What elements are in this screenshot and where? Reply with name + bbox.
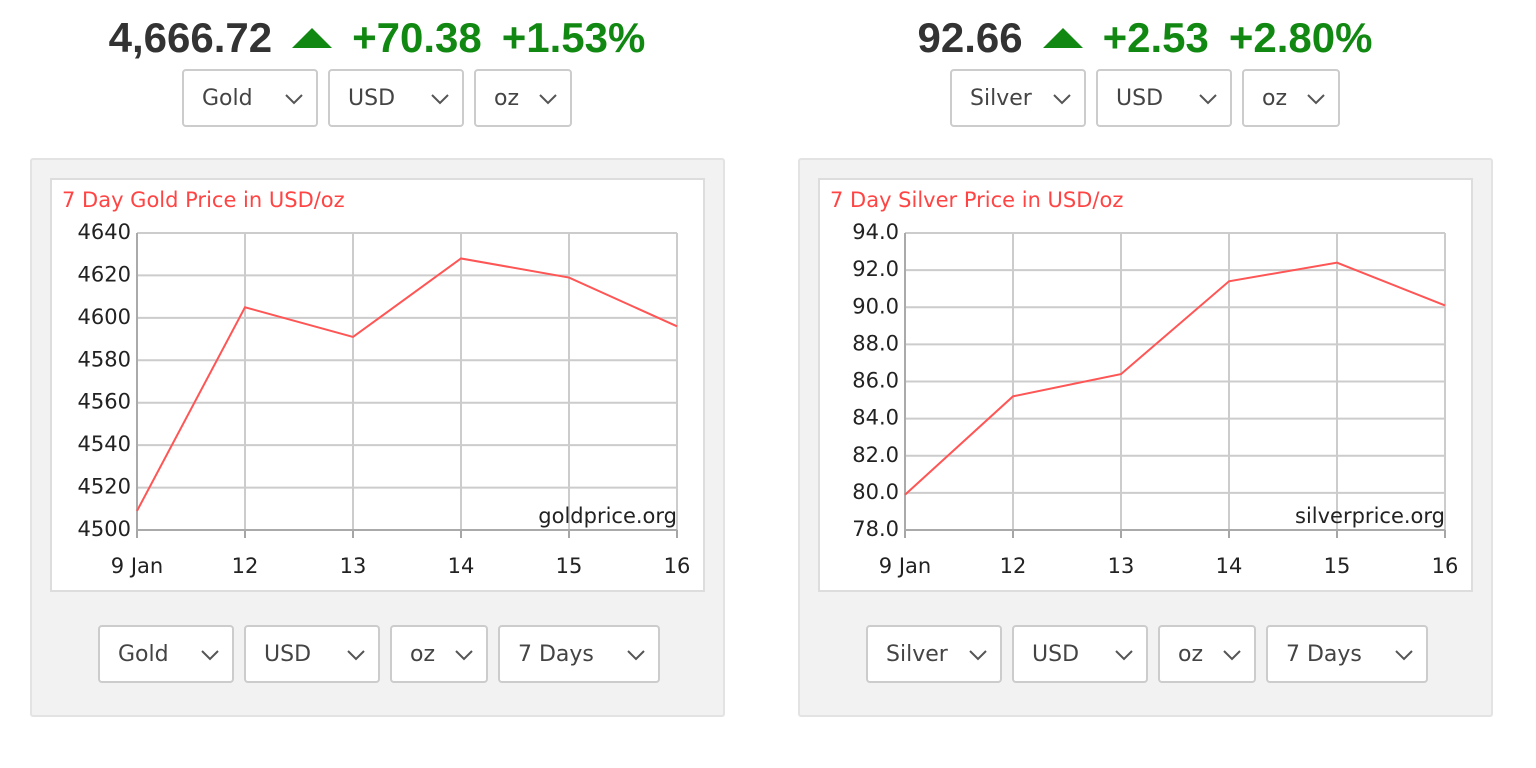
- dropdown[interactable]: Gold: [182, 69, 318, 127]
- up-arrow: [1042, 28, 1083, 48]
- dropdown[interactable]: Silver: [950, 69, 1086, 127]
- chart-title: 7 Day Silver Price in USD/oz: [830, 188, 1123, 212]
- dropdown-label: 7 Days: [1286, 641, 1362, 667]
- y-tick-label: 90.0: [852, 294, 899, 318]
- y-tick-label: 4520: [78, 475, 131, 499]
- x-tick-label: 15: [1324, 554, 1351, 578]
- y-tick-label: 4640: [78, 220, 131, 244]
- x-tick-label: 12: [1000, 554, 1027, 578]
- dropdown-label: USD: [1032, 641, 1080, 667]
- y-tick-label: 84.0: [852, 406, 899, 430]
- x-tick-label: 16: [1432, 554, 1459, 578]
- dropdown[interactable]: oz: [1242, 69, 1340, 127]
- percent: +2.80%: [1228, 14, 1373, 61]
- chevron: [455, 650, 473, 661]
- chevron: [1199, 94, 1217, 105]
- y-tick-label: 78.0: [852, 517, 899, 541]
- x-tick-label: 13: [340, 554, 367, 578]
- x-tick-label: 13: [1108, 554, 1135, 578]
- dropdown-label: Gold: [202, 85, 253, 111]
- chart-box: [818, 178, 1473, 592]
- x-tick-label: 16: [664, 554, 691, 578]
- y-tick-label: 4540: [78, 432, 131, 456]
- y-tick-label: 4620: [78, 262, 131, 286]
- watermark: silverprice.org: [1295, 504, 1445, 528]
- chevron: [539, 94, 557, 105]
- dropdown[interactable]: USD: [1096, 69, 1232, 127]
- x-tick-label: 9 Jan: [111, 554, 163, 578]
- chevron: [1395, 650, 1413, 661]
- chevron: [1223, 650, 1241, 661]
- dropdown[interactable]: oz: [474, 69, 572, 127]
- dropdown[interactable]: USD: [1012, 625, 1148, 683]
- y-tick-label: 92.0: [852, 257, 899, 281]
- dropdown-label: USD: [264, 641, 312, 667]
- dropdown[interactable]: oz: [390, 625, 488, 683]
- ticker: 92.66 +2.53 +2.80%: [795, 8, 1495, 68]
- dropdown[interactable]: USD: [328, 69, 464, 127]
- dropdown[interactable]: 7 Days: [1266, 625, 1428, 683]
- y-tick-label: 86.0: [852, 369, 899, 393]
- dropdown[interactable]: Silver: [866, 625, 1002, 683]
- watermark: goldprice.org: [538, 504, 677, 528]
- dropdown[interactable]: Gold: [98, 625, 234, 683]
- ticker: 4,666.72 +70.38 +1.53%: [27, 8, 727, 68]
- chevron: [969, 650, 987, 661]
- dropdown[interactable]: oz: [1158, 625, 1256, 683]
- y-tick-label: 80.0: [852, 480, 899, 504]
- dropdown-label: 7 Days: [518, 641, 594, 667]
- chart-title: 7 Day Gold Price in USD/oz: [62, 188, 345, 212]
- x-tick-label: 12: [232, 554, 259, 578]
- dropdown-label: Silver: [886, 641, 948, 667]
- chevron: [1115, 650, 1133, 661]
- dropdown[interactable]: 7 Days: [498, 625, 660, 683]
- chevron: [627, 650, 645, 661]
- x-tick-label: 14: [448, 554, 475, 578]
- chart-box: [50, 178, 705, 592]
- dropdown-label: USD: [1116, 85, 1164, 111]
- change: +70.38: [352, 14, 482, 61]
- dropdown-label: oz: [494, 85, 520, 111]
- up-arrow: [292, 28, 333, 48]
- x-tick-label: 9 Jan: [879, 554, 931, 578]
- y-tick-label: 88.0: [852, 331, 899, 355]
- price-line: [136, 257, 678, 512]
- x-tick-label: 14: [1216, 554, 1243, 578]
- dropdown-label: Gold: [118, 641, 169, 667]
- chevron: [347, 650, 365, 661]
- price-line: [904, 261, 1446, 496]
- chevron: [1053, 94, 1071, 105]
- chevron: [285, 94, 303, 105]
- percent: +1.53%: [501, 14, 646, 61]
- dropdown-label: USD: [348, 85, 396, 111]
- dropdown-label: oz: [410, 641, 436, 667]
- y-tick-label: 82.0: [852, 443, 899, 467]
- chevron: [431, 94, 449, 105]
- y-tick-label: 4500: [78, 517, 131, 541]
- dropdown-label: oz: [1178, 641, 1204, 667]
- change: +2.53: [1102, 14, 1209, 61]
- y-tick-label: 4560: [78, 390, 131, 414]
- chevron: [1307, 94, 1325, 105]
- dropdown[interactable]: USD: [244, 625, 380, 683]
- price: 92.66: [917, 14, 1023, 61]
- price: 4,666.72: [108, 14, 273, 61]
- dropdown-label: oz: [1262, 85, 1288, 111]
- y-tick-label: 94.0: [852, 220, 899, 244]
- chevron: [201, 650, 219, 661]
- y-tick-label: 4580: [78, 347, 131, 371]
- dropdown-label: Silver: [970, 85, 1032, 111]
- y-tick-label: 4600: [78, 305, 131, 329]
- x-tick-label: 15: [556, 554, 583, 578]
